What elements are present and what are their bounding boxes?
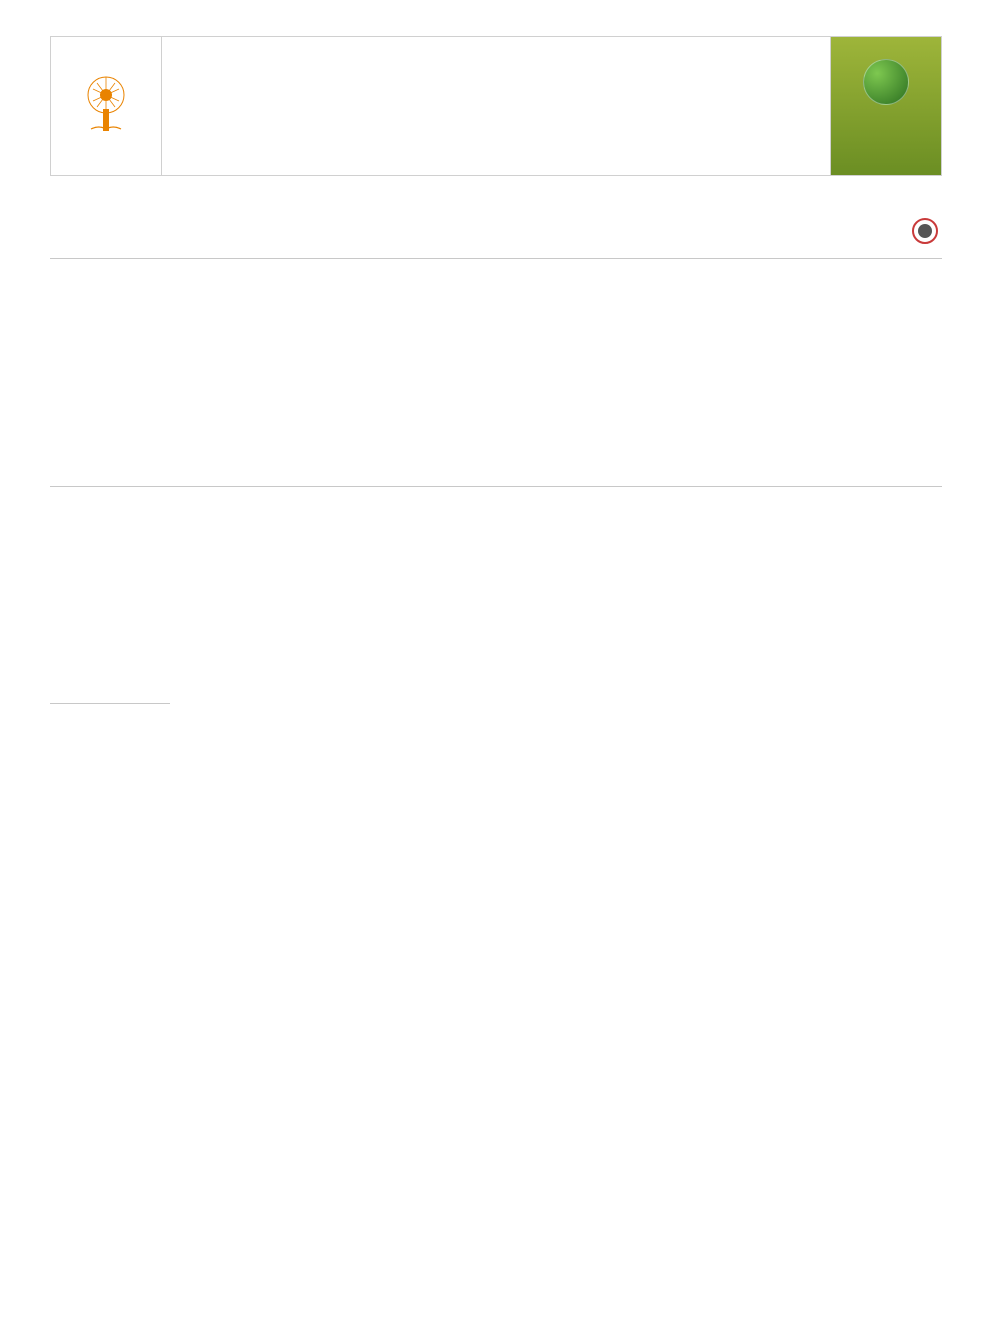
elsevier-logo [51, 37, 161, 175]
journal-cover-thumb [831, 37, 941, 175]
graphical-abstract-chart [318, 285, 942, 470]
journal-masthead [50, 36, 942, 176]
masthead-center [161, 37, 831, 175]
doi-block [50, 728, 942, 743]
cover-globe-icon [863, 59, 909, 105]
corresponding-author-footer [50, 703, 942, 704]
crossmark-icon [912, 218, 938, 244]
divider [50, 258, 942, 259]
elsevier-tree-icon [71, 69, 141, 139]
divider [50, 486, 942, 487]
crossmark-badge[interactable] [912, 218, 942, 244]
